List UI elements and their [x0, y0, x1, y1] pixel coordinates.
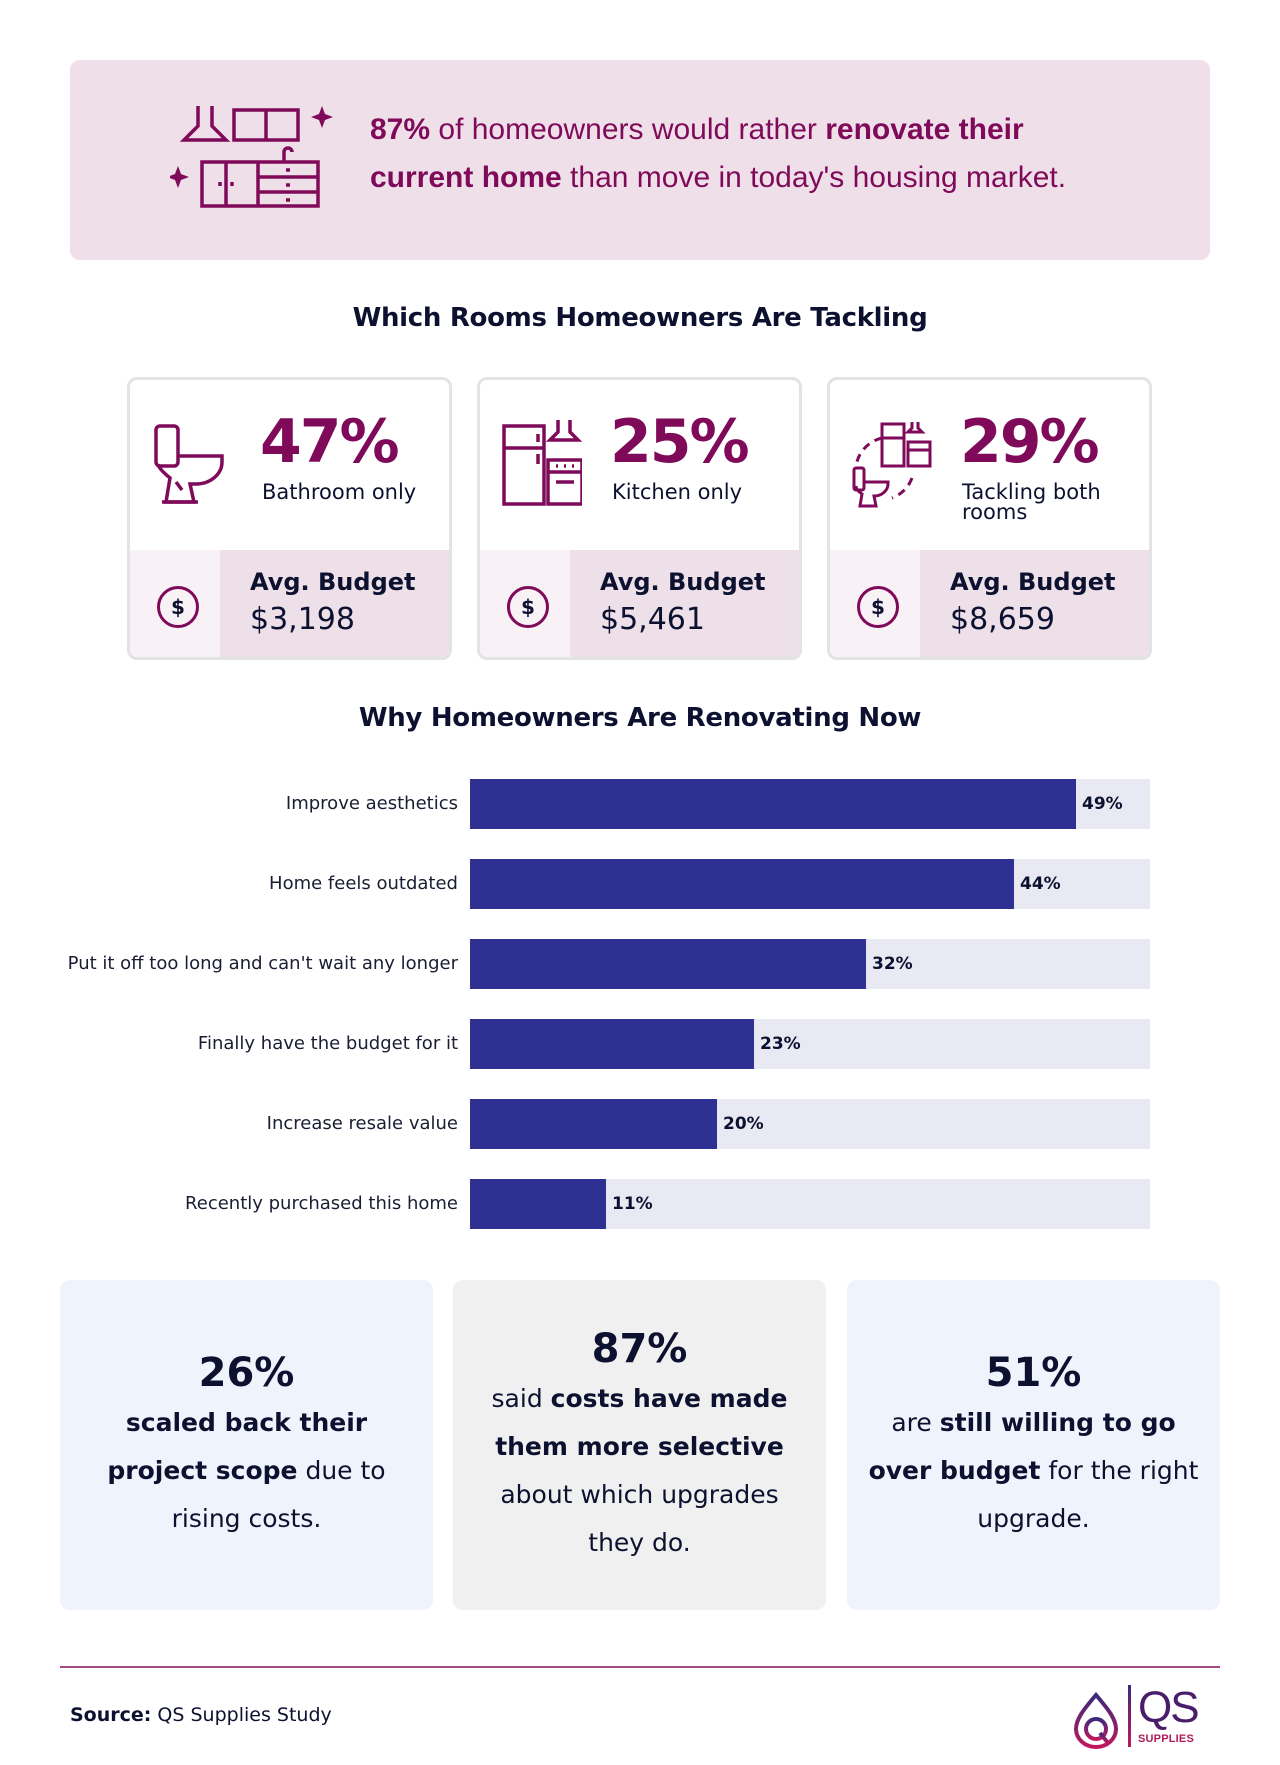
footer-divider	[60, 1666, 1220, 1668]
hero-banner: 87% of homeowners would rather renovate …	[70, 60, 1210, 260]
budget-value: $8,659	[950, 602, 1055, 637]
room-label: Tackling both rooms	[962, 480, 1101, 524]
hero-bold-part: current home	[370, 161, 562, 194]
stat-percentage: 87%	[591, 1326, 688, 1372]
stat-text: scaled back their project scope due to r…	[82, 1399, 412, 1543]
budget-title: Avg. Budget	[250, 568, 416, 596]
budget-strip: $ Avg. Budget $5,461	[480, 550, 799, 657]
stat-text-part: said	[491, 1384, 551, 1413]
bar-label: Finally have the budget for it	[197, 1033, 458, 1054]
hero-statement: 87% of homeowners would rather renovate …	[370, 106, 1190, 202]
room-label: Bathroom only	[262, 480, 417, 504]
bar-value: 11%	[612, 1194, 653, 1214]
stat-card-over-budget: 51% are still willing to go over budget …	[847, 1280, 1220, 1610]
bar-label: Home feels outdated	[269, 873, 458, 894]
stat-bold-part: still willing to go over budget	[868, 1408, 1176, 1485]
kitchen-and-bathroom-icon	[852, 422, 932, 508]
budget-icon-area: $	[830, 550, 920, 657]
bar-label: Recently purchased this home	[185, 1193, 458, 1214]
bar-track: 11%	[470, 1179, 1150, 1229]
hero-bold-part: renovate their	[825, 113, 1024, 146]
bar-track: 32%	[470, 939, 1150, 989]
bar-fill	[470, 1179, 606, 1229]
bar-label: Improve aesthetics	[285, 793, 458, 814]
dollar-icon: $	[157, 586, 199, 628]
bar-value: 20%	[723, 1114, 764, 1134]
room-percentage: 25%	[610, 407, 750, 477]
bar-row: Finally have the budget for it 23%	[0, 1019, 1280, 1069]
bar-fill	[470, 1019, 754, 1069]
rooms-section-title: Which Rooms Homeowners Are Tackling	[352, 303, 928, 333]
hero-text-part: than move in today's housing market.	[561, 161, 1067, 194]
room-card-kitchen: 25% Kitchen only $ Avg. Budget $5,461	[477, 377, 802, 660]
stat-text-part: about which upgrades they do.	[500, 1480, 779, 1557]
source-label: Source:	[70, 1704, 152, 1726]
budget-strip: $ Avg. Budget $3,198	[130, 550, 449, 657]
bar-value: 23%	[760, 1034, 801, 1054]
stat-text: said costs have made them more selective…	[475, 1375, 805, 1567]
bar-fill	[470, 939, 866, 989]
bar-track: 49%	[470, 779, 1150, 829]
source-value: QS Supplies Study	[151, 1704, 332, 1726]
logo-subtitle: SUPPLIES	[1138, 1733, 1195, 1745]
room-label: Kitchen only	[612, 480, 743, 504]
stat-card-scaled-back: 26% scaled back their project scope due …	[60, 1280, 433, 1610]
kitchen-cabinets-icon	[170, 106, 333, 208]
budget-title: Avg. Budget	[950, 568, 1116, 596]
bar-fill	[470, 1099, 717, 1149]
bar-label: Increase resale value	[266, 1113, 458, 1134]
budget-icon-area: $	[130, 550, 220, 657]
dollar-icon: $	[857, 586, 899, 628]
bar-value: 49%	[1082, 794, 1123, 814]
stat-bold-part: scaled back their project scope	[107, 1408, 368, 1485]
room-card-both: 29% Tackling both rooms $ Avg. Budget $8…	[827, 377, 1152, 660]
stat-percentage: 51%	[985, 1350, 1082, 1396]
bar-row: Put it off too long and can't wait any l…	[0, 939, 1280, 989]
stat-card-selective: 87% said costs have made them more selec…	[453, 1280, 826, 1610]
stat-text-part: due to rising costs.	[171, 1456, 386, 1533]
hero-percentage: 87%	[370, 113, 431, 146]
logo-wordmark: QS	[1138, 1683, 1200, 1732]
toilet-icon	[154, 424, 224, 504]
room-percentage: 47%	[260, 407, 400, 477]
budget-icon-area: $	[480, 550, 570, 657]
stat-text-part: are	[891, 1408, 940, 1437]
bar-label: Put it off too long and can't wait any l…	[67, 953, 458, 974]
water-drop-logo-icon	[1073, 1691, 1119, 1749]
stat-percentage: 26%	[198, 1350, 295, 1396]
stat-text-part: for the right upgrade.	[977, 1456, 1199, 1533]
room-card-bathroom: 47% Bathroom only $ Avg. Budget $3,198	[127, 377, 452, 660]
budget-value: $5,461	[600, 602, 705, 637]
budget-title: Avg. Budget	[600, 568, 766, 596]
reasons-section-title: Why Homeowners Are Renovating Now	[358, 703, 922, 733]
bar-fill	[470, 779, 1076, 829]
budget-strip: $ Avg. Budget $8,659	[830, 550, 1149, 657]
kitchen-icon	[502, 420, 582, 506]
bar-row: Increase resale value 20%	[0, 1099, 1280, 1149]
bar-fill	[470, 859, 1014, 909]
source-note: Source: QS Supplies Study	[70, 1704, 332, 1726]
bar-value: 44%	[1020, 874, 1061, 894]
hero-text-part: of homeowners would rather	[430, 113, 826, 146]
budget-value: $3,198	[250, 602, 355, 637]
stat-bold-part: costs have made them more selective	[495, 1384, 788, 1461]
logo-separator	[1128, 1685, 1131, 1747]
bar-value: 32%	[872, 954, 913, 974]
bar-row: Improve aesthetics 49%	[0, 779, 1280, 829]
bar-row: Home feels outdated 44%	[0, 859, 1280, 909]
bar-track: 44%	[470, 859, 1150, 909]
room-percentage: 29%	[960, 407, 1100, 477]
dollar-icon: $	[507, 586, 549, 628]
bar-track: 23%	[470, 1019, 1150, 1069]
bar-track: 20%	[470, 1099, 1150, 1149]
stat-text: are still willing to go over budget for …	[869, 1399, 1199, 1543]
bar-row: Recently purchased this home 11%	[0, 1179, 1280, 1229]
qs-supplies-logo: QS SUPPLIES	[1070, 1685, 1200, 1751]
